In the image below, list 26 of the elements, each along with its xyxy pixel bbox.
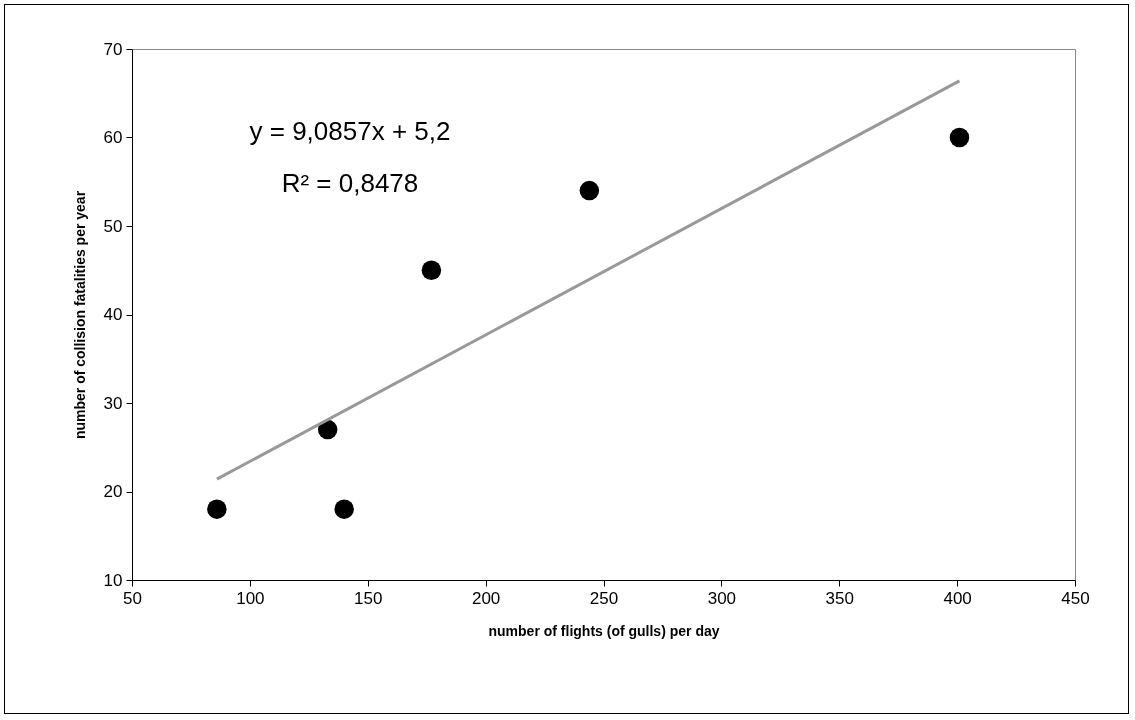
y-tick-label: 30	[103, 393, 123, 413]
x-tick-label: 450	[1061, 588, 1090, 608]
annotation: R² = 0,8478	[281, 168, 419, 198]
x-tick-label: 400	[943, 588, 972, 608]
x-tick-label: 150	[354, 588, 383, 608]
x-tick-label: 50	[123, 588, 142, 608]
point	[421, 260, 442, 280]
x-tick-label: 300	[707, 588, 737, 608]
y-tick-label: 20	[103, 482, 123, 501]
x-tick-label: 100	[236, 588, 265, 608]
y-tick-label: 10	[103, 570, 123, 590]
x-axis-title: number of flights (of gulls) per day	[488, 622, 720, 639]
x-tick-label: 350	[825, 588, 854, 608]
point	[317, 419, 338, 440]
annotation: y = 9,0857x + 5,2	[249, 116, 451, 146]
y-tick-label: 50	[103, 216, 123, 236]
y-tick-label: 60	[103, 128, 123, 147]
y-axis-title: number of collision fatalities per year	[71, 190, 88, 440]
x-tick-label: 250	[589, 588, 619, 608]
point	[334, 499, 354, 519]
y-tick-label: 40	[103, 305, 123, 324]
y-tick-label: 70	[103, 39, 123, 59]
x-tick-label: 200	[471, 588, 501, 608]
point	[207, 499, 227, 519]
point	[949, 127, 970, 148]
point	[579, 180, 600, 201]
